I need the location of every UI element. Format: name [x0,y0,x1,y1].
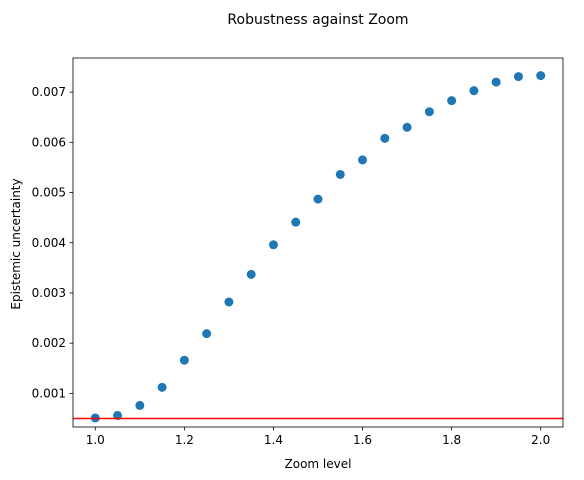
data-point [447,96,457,106]
data-point [358,155,368,165]
axes: 1.0 1.2 1.4 1.6 1.8 2.0 0.001 0.002 0.003 0.004 0.… [32,57,564,447]
data-point [113,410,123,420]
plot-background [73,58,563,427]
y-tick-label: 0.001 [32,386,66,400]
x-tick-label: 2.0 [531,433,550,447]
plot-area [73,58,563,427]
data-point [469,86,479,96]
chart-title: Robustness against Zoom [227,12,408,28]
x-tick-label: 1.2 [175,433,194,447]
y-tick-label: 0.004 [32,236,66,250]
data-point [491,77,501,87]
x-tick-label: 1.0 [86,433,105,447]
data-point [246,269,256,279]
data-point [536,71,546,81]
data-point [135,400,145,410]
data-point [424,107,434,117]
y-tick-label: 0.007 [32,85,66,99]
x-tick-label: 1.4 [264,433,283,447]
data-point [202,329,212,339]
y-tick-label: 0.003 [32,286,66,300]
y-tick-label: 0.006 [32,135,66,149]
data-point [335,169,345,179]
data-point [268,240,278,250]
y-tick-label: 0.005 [32,186,66,200]
data-point [380,133,390,143]
data-point [179,355,189,365]
data-points [73,71,563,423]
y-tick-label: 0.002 [32,336,66,350]
data-point [157,382,167,392]
data-point [402,122,412,132]
x-axis-label: Zoom level [285,457,352,471]
data-point [224,297,234,307]
data-point [513,72,523,82]
data-point [313,194,323,204]
data-point [291,217,301,227]
x-tick-label: 1.8 [442,433,461,447]
x-tick-label: 1.6 [353,433,372,447]
y-axis-label: Epistemic uncertainty [9,178,23,309]
